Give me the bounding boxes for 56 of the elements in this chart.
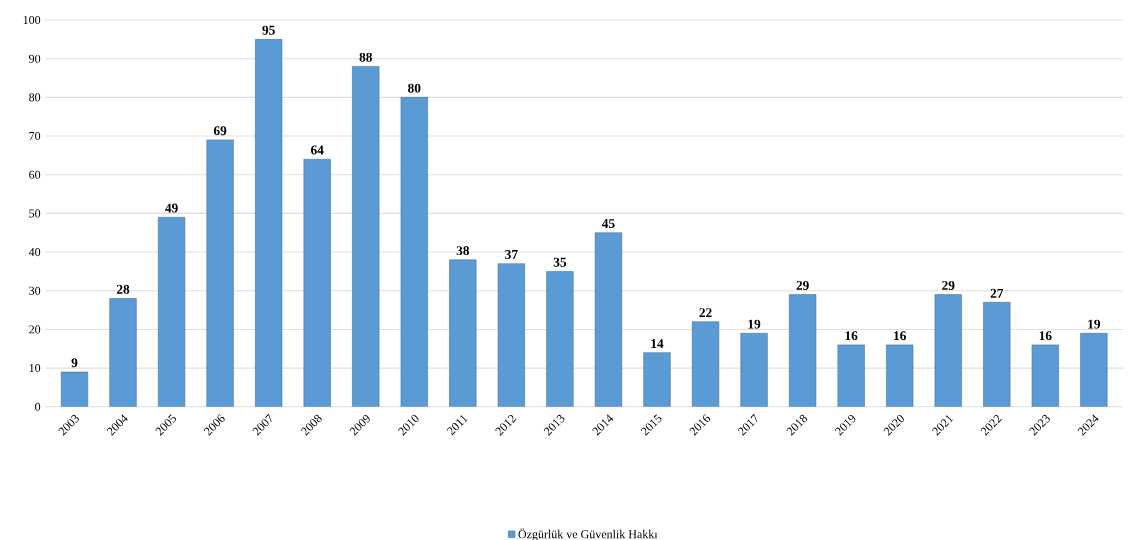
data-label: 16 bbox=[894, 331, 906, 341]
y-tick-label: 70 bbox=[29, 131, 41, 141]
data-label: 14 bbox=[651, 339, 664, 348]
bar bbox=[157, 216, 186, 407]
y-tick-label: 0 bbox=[35, 402, 41, 411]
data-label: 80 bbox=[408, 83, 421, 93]
bar bbox=[400, 97, 428, 407]
y-tick-label: 20 bbox=[29, 325, 41, 334]
y-tick-label: 10 bbox=[29, 363, 41, 373]
bar bbox=[497, 263, 525, 407]
data-label: 45 bbox=[601, 219, 615, 228]
bar bbox=[352, 66, 380, 407]
bar bbox=[740, 332, 768, 407]
bar bbox=[546, 271, 574, 407]
data-label: 88 bbox=[359, 52, 372, 62]
data-label: 37 bbox=[505, 249, 518, 259]
y-tick-label: 30 bbox=[29, 286, 41, 295]
data-label: 29 bbox=[796, 280, 809, 290]
data-label: 49 bbox=[165, 203, 178, 213]
bar bbox=[206, 139, 234, 407]
y-tick-label: 90 bbox=[29, 54, 41, 63]
bar bbox=[886, 344, 914, 407]
bar bbox=[109, 298, 137, 407]
bar bbox=[1080, 332, 1108, 407]
data-label: 22 bbox=[699, 308, 712, 317]
data-label: 29 bbox=[942, 280, 955, 290]
data-label: 28 bbox=[116, 284, 130, 294]
bar bbox=[60, 371, 89, 407]
y-tick-label: 100 bbox=[23, 15, 41, 24]
bar bbox=[303, 158, 331, 407]
bar bbox=[1031, 344, 1059, 407]
bar bbox=[594, 232, 623, 407]
data-label: 27 bbox=[990, 288, 1004, 298]
data-label: 19 bbox=[748, 319, 761, 329]
bar bbox=[643, 352, 671, 407]
bar bbox=[789, 294, 817, 407]
data-label: 19 bbox=[1088, 319, 1101, 329]
bar bbox=[934, 294, 962, 407]
y-tick-label: 80 bbox=[29, 93, 41, 102]
data-label: 64 bbox=[310, 145, 324, 155]
data-label: 16 bbox=[845, 331, 858, 341]
bar bbox=[837, 344, 865, 407]
data-label: 16 bbox=[1039, 331, 1052, 341]
bar bbox=[449, 259, 477, 407]
data-label: 38 bbox=[456, 246, 470, 256]
data-label: 69 bbox=[213, 126, 227, 136]
data-label: 95 bbox=[262, 25, 275, 35]
y-tick-label: 50 bbox=[29, 209, 41, 218]
y-tick-label: 60 bbox=[29, 170, 41, 179]
data-label: 35 bbox=[553, 257, 567, 267]
legend-label: Özgürlük ve Güvenlik Hakkı bbox=[518, 528, 658, 540]
data-label: 9 bbox=[71, 358, 78, 368]
y-tick-label: 40 bbox=[28, 247, 41, 257]
bar bbox=[983, 302, 1011, 407]
bar bbox=[255, 39, 283, 407]
bar bbox=[691, 321, 720, 407]
